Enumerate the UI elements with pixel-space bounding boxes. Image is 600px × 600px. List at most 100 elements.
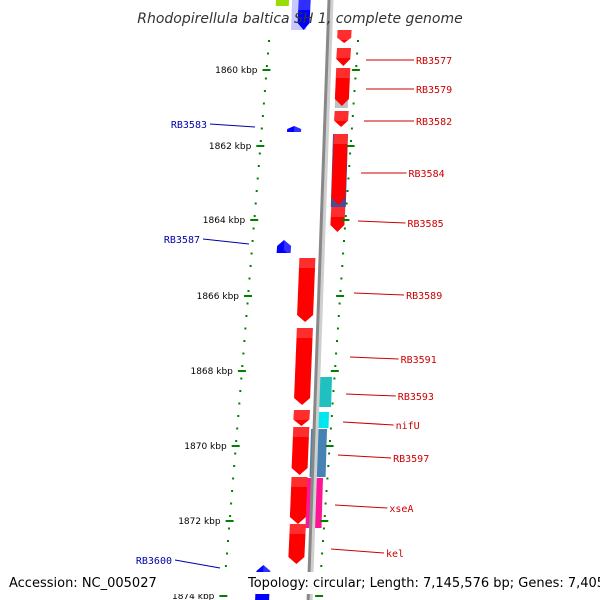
scale-dot-left (255, 190, 258, 192)
scale-dot-left (249, 265, 252, 267)
scale-dot-left (237, 415, 240, 417)
scale-dot-right (342, 252, 345, 255)
scale-major-tick-right (315, 595, 324, 597)
scale-dot-right (332, 390, 335, 392)
scale-dot-left (251, 240, 254, 242)
gene-arrow-forward-6 (330, 207, 346, 232)
scale-dot-right (349, 152, 352, 155)
gene-arrow-forward-1-highlight (337, 30, 352, 40)
scale-major-tick-right (346, 145, 355, 147)
gene-arrow-forward-10 (291, 427, 310, 475)
gene-arrow-forward-12 (288, 524, 306, 564)
scale-dot-right (343, 240, 345, 242)
scale-major-tick-right (336, 295, 345, 297)
scale-dot-left (259, 140, 262, 142)
gene-label-leader (357, 220, 406, 224)
gene-label-right[interactable]: RB3584 (409, 169, 445, 180)
scale-dot-right (340, 277, 343, 280)
gene-label-right[interactable]: xseA (389, 504, 413, 515)
scale-dot-right (354, 77, 357, 80)
map-title: Rhodopirellula baltica SH 1, complete ge… (137, 11, 463, 27)
scale-dot-right (343, 227, 346, 230)
scale-dot-left (261, 115, 264, 117)
gene-labels: RB3577 RB3579 RB3582 RB3584 RB3585 RB3589 RB35… (136, 56, 452, 569)
scale-label: 1866 kbp (197, 292, 240, 302)
scale-dot-left (268, 40, 270, 42)
gene-label-leader (209, 123, 256, 128)
feature-box-teal (317, 377, 332, 407)
scale-major-tick-left (250, 219, 259, 221)
gene-arrow-forward-11 (289, 477, 308, 524)
gene-label-right[interactable]: RB3582 (416, 117, 452, 128)
backbone-line (306, 0, 331, 600)
scale-dot-right (324, 502, 327, 505)
gene-label-leader (337, 454, 392, 459)
scale-dot-right (355, 65, 358, 67)
scale-dot-left (236, 427, 239, 430)
scale-dot-left (245, 315, 248, 317)
scale-dot-left (263, 90, 266, 92)
scale-dot-right (322, 527, 325, 530)
scale-dot-left (265, 65, 268, 67)
scale-dot-right (329, 427, 332, 430)
gene-arrow-reverse-top-highlight (298, 0, 311, 10)
gene-label-right[interactable]: RB3585 (408, 219, 444, 230)
gene-label-right[interactable]: nifU (396, 421, 420, 432)
scale-dot-left (248, 277, 251, 280)
gene-label-left[interactable]: RB3600 (136, 556, 172, 567)
scale-dot-right (331, 402, 334, 405)
scale-label: 1874 kbp (172, 592, 215, 600)
gene-label-left[interactable]: RB3583 (171, 120, 207, 131)
gene-label-right[interactable]: RB3577 (416, 56, 452, 67)
scale-dot-right (344, 215, 347, 217)
scale-dot-left (260, 127, 263, 130)
backbone-shadow (307, 0, 334, 600)
gene-arrow-forward-6-highlight (331, 207, 346, 217)
scale-dot-right (339, 290, 342, 292)
scale-dot-right (328, 452, 331, 455)
scale-dot-right (345, 202, 348, 205)
scale-dot-left (254, 202, 257, 205)
scale-dot-left (264, 77, 267, 80)
scale-dot-left (250, 252, 253, 255)
gene-label-right[interactable]: RB3593 (398, 392, 434, 403)
scale-label: 1868 kbp (190, 367, 233, 377)
scale-dot-left (256, 177, 259, 180)
scale-ticks: 1860 kbp 1862 kbp 1864 kbp 1866 kbp 1868 kbp… (172, 40, 360, 600)
scale-dot-right (333, 377, 336, 380)
scale-dot-right (346, 190, 349, 192)
scale-dot-left (252, 227, 255, 230)
gene-label-right[interactable]: RB3597 (393, 454, 429, 465)
scale-dot-left (241, 365, 244, 367)
gene-arrow-forward-8 (294, 328, 313, 405)
scale-label: 1862 kbp (209, 142, 252, 152)
gene-arrow-forward-1 (337, 30, 352, 43)
scale-dot-left (239, 390, 242, 392)
scale-dot-left (258, 152, 261, 155)
gene-arrow-forward-5 (331, 134, 348, 205)
gene-label-leader (334, 504, 388, 509)
scale-major-tick-left (237, 370, 246, 372)
gene-label-left[interactable]: RB3587 (164, 235, 200, 246)
scale-dot-left (226, 552, 228, 555)
scale-major-tick-right (351, 69, 360, 71)
gene-arrow-forward-8-highlight (296, 328, 313, 338)
gene-arrow-forward-9 (293, 410, 310, 426)
gene-label-right[interactable]: kel (386, 549, 404, 560)
scale-dot-right (341, 265, 344, 267)
scale-dot-right (326, 477, 329, 480)
gene-arrow-forward-5-highlight (333, 134, 348, 144)
scale-dot-right (353, 90, 356, 92)
scale-major-tick-left (219, 595, 228, 597)
gene-arrow-forward-11-highlight (291, 477, 308, 487)
gene-label-right[interactable]: RB3591 (401, 355, 437, 366)
gene-arrow-forward-2-highlight (336, 48, 351, 58)
gene-label-right[interactable]: RB3579 (416, 85, 452, 96)
scale-dot-right (348, 165, 351, 167)
gene-label-right[interactable]: RB3589 (406, 291, 442, 302)
scale-dot-right (329, 440, 331, 442)
scale-dot-left (224, 565, 227, 567)
scale-dot-left (229, 515, 232, 517)
scale-dot-right (322, 540, 324, 542)
